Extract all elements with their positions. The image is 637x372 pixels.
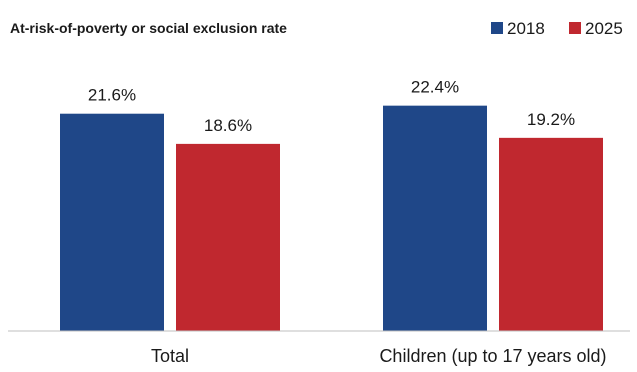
data-label-2025-total: 18.6% bbox=[204, 116, 252, 135]
bar-2018-total bbox=[60, 113, 164, 331]
data-label-2018-total: 21.6% bbox=[88, 86, 136, 105]
legend-swatch-2018 bbox=[491, 22, 503, 34]
x-tick-label-total: Total bbox=[151, 346, 189, 366]
legend-label-2025: 2025 bbox=[585, 19, 623, 38]
legend-label-2018: 2018 bbox=[507, 19, 545, 38]
legend: 2018 2025 bbox=[491, 19, 623, 38]
x-tick-labels-group: Total Children (up to 17 years old) bbox=[151, 346, 607, 366]
bar-2025-total bbox=[176, 143, 280, 331]
data-label-2018-children: 22.4% bbox=[411, 78, 459, 97]
data-label-2025-children: 19.2% bbox=[527, 110, 575, 129]
chart-title: At-risk-of-poverty or social exclusion r… bbox=[10, 20, 287, 36]
bars-group bbox=[60, 105, 603, 331]
bar-2018-children bbox=[383, 105, 487, 331]
legend-swatch-2025 bbox=[569, 22, 581, 34]
x-tick-label-children: Children (up to 17 years old) bbox=[379, 346, 606, 366]
value-labels-group: 21.6% 18.6% 22.4% 19.2% bbox=[88, 78, 575, 135]
bar-2025-children bbox=[499, 137, 603, 331]
